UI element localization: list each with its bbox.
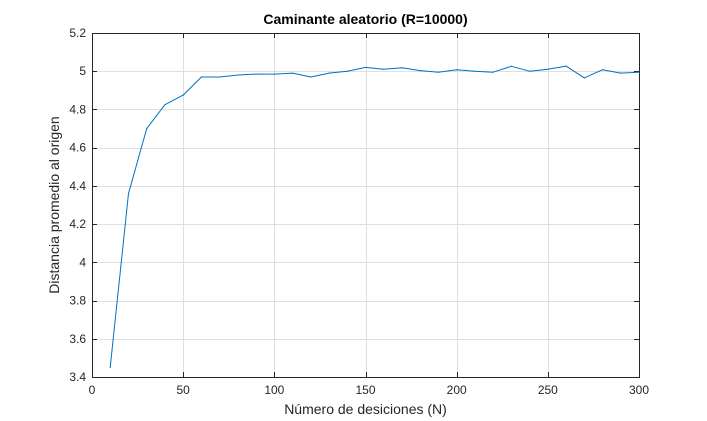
data-point (601, 69, 604, 71)
data-point (273, 73, 275, 75)
data-point (255, 73, 257, 75)
data-point (529, 70, 531, 72)
x-tick-label: 150 (355, 383, 375, 397)
series-line (109, 65, 640, 368)
series-layer (109, 65, 640, 369)
data-point (182, 94, 184, 96)
x-axis-label: Número de desiciones (N) (284, 401, 447, 417)
y-tick-label: 4 (79, 255, 86, 269)
y-tick-label: 3.8 (69, 294, 86, 308)
chart-title: Caminante aleatorio (R=10000) (263, 11, 467, 27)
y-tick-label: 4.4 (69, 179, 86, 193)
data-point (364, 66, 367, 68)
x-tick-label: 300 (629, 383, 649, 397)
y-tick-label: 4.2 (69, 217, 86, 231)
data-point (127, 192, 130, 195)
grid (92, 33, 640, 378)
data-point (492, 71, 494, 73)
data-point (474, 70, 476, 72)
y-axis-label: Distancia promedio al origen (46, 116, 62, 293)
y-tick-label: 5 (79, 64, 86, 78)
data-point (437, 71, 440, 73)
y-tick-label: 5.2 (69, 26, 86, 40)
x-tick-label: 0 (89, 383, 96, 397)
data-point (200, 76, 202, 78)
data-point (237, 74, 239, 76)
data-point (456, 69, 458, 71)
y-tick-label: 4.6 (69, 141, 86, 155)
data-point (547, 68, 549, 70)
x-tick-label: 100 (264, 383, 284, 397)
x-tick-label: 50 (176, 383, 190, 397)
data-point (383, 68, 385, 70)
axis-ticks: 0 50 100 150 200 250 300 3.4 3.6 3.8 4 4.2 4.4 4.6 4.8… (69, 26, 649, 397)
data-point (291, 72, 294, 74)
x-tick-label: 200 (447, 383, 467, 397)
data-point (219, 76, 221, 78)
data-point (146, 127, 148, 130)
data-point (310, 76, 312, 78)
data-point (510, 65, 512, 67)
x-tick-label: 250 (538, 383, 558, 397)
data-point (401, 67, 403, 69)
data-point (620, 72, 622, 74)
data-point (346, 70, 348, 72)
data-point (565, 65, 567, 67)
data-point (164, 104, 166, 106)
data-point (109, 366, 111, 369)
data-point (638, 71, 640, 73)
y-tick-label: 3.6 (69, 332, 86, 346)
data-point (583, 77, 585, 79)
data-point (419, 70, 421, 72)
y-tick-label: 4.8 (69, 102, 86, 116)
y-tick-label: 3.4 (69, 370, 86, 384)
data-point (328, 72, 330, 74)
